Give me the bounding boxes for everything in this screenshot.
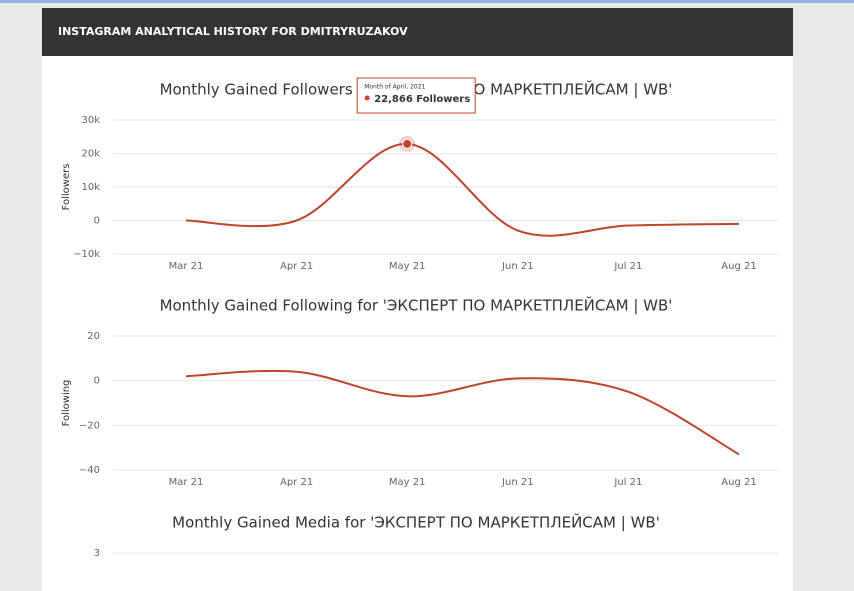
line-series bbox=[185, 369, 740, 456]
y-tick-label: 3 bbox=[94, 548, 100, 559]
x-tick-label: Aug 21 bbox=[721, 477, 756, 488]
x-tick-label: Apr 21 bbox=[280, 261, 313, 272]
x-tick-label: Jun 21 bbox=[501, 261, 534, 272]
chart-title: Monthly Gained Following for 'ЭКСПЕРТ ПО… bbox=[160, 296, 673, 315]
y-tick-label: −40 bbox=[79, 465, 100, 476]
y-axis-title: Following bbox=[61, 380, 72, 427]
card-header bbox=[42, 8, 793, 56]
tooltip-text: 22,866 Followers bbox=[374, 94, 470, 105]
header-title: INSTAGRAM ANALYTICAL HISTORY FOR DMITRYR… bbox=[58, 25, 408, 38]
x-tick-label: Apr 21 bbox=[280, 477, 313, 488]
tooltip-title: Month of April, 2021 bbox=[364, 84, 425, 91]
x-tick-label: Mar 21 bbox=[169, 261, 204, 272]
y-tick-label: 20 bbox=[87, 331, 100, 342]
x-tick-label: Jul 21 bbox=[613, 261, 642, 272]
line-series bbox=[185, 142, 740, 237]
y-tick-label: 30k bbox=[81, 115, 100, 126]
hover-point bbox=[402, 138, 413, 149]
top-bar bbox=[0, 0, 854, 3]
tooltip-box bbox=[356, 77, 476, 114]
y-axis-title: Followers bbox=[61, 164, 72, 211]
x-tick-label: May 21 bbox=[389, 261, 426, 272]
x-tick-label: Mar 21 bbox=[169, 477, 204, 488]
y-tick-label: 0 bbox=[94, 376, 100, 387]
y-tick-label: 0 bbox=[94, 216, 100, 227]
chart-title: Monthly Gained Media for 'ЭКСПЕРТ ПО МАР… bbox=[172, 513, 660, 532]
y-tick-label: 10k bbox=[81, 182, 100, 193]
y-tick-label: −10k bbox=[73, 249, 100, 260]
charts: Monthly Gained Followers for 'ЭКСПЕРТ ПО… bbox=[61, 77, 778, 559]
y-tick-label: −20 bbox=[79, 420, 100, 431]
x-tick-label: Jun 21 bbox=[501, 477, 534, 488]
y-tick-label: 20k bbox=[81, 149, 100, 160]
x-tick-label: May 21 bbox=[389, 477, 426, 488]
x-tick-label: Jul 21 bbox=[613, 477, 642, 488]
tooltip-dot bbox=[364, 95, 370, 101]
x-tick-label: Aug 21 bbox=[721, 261, 756, 272]
